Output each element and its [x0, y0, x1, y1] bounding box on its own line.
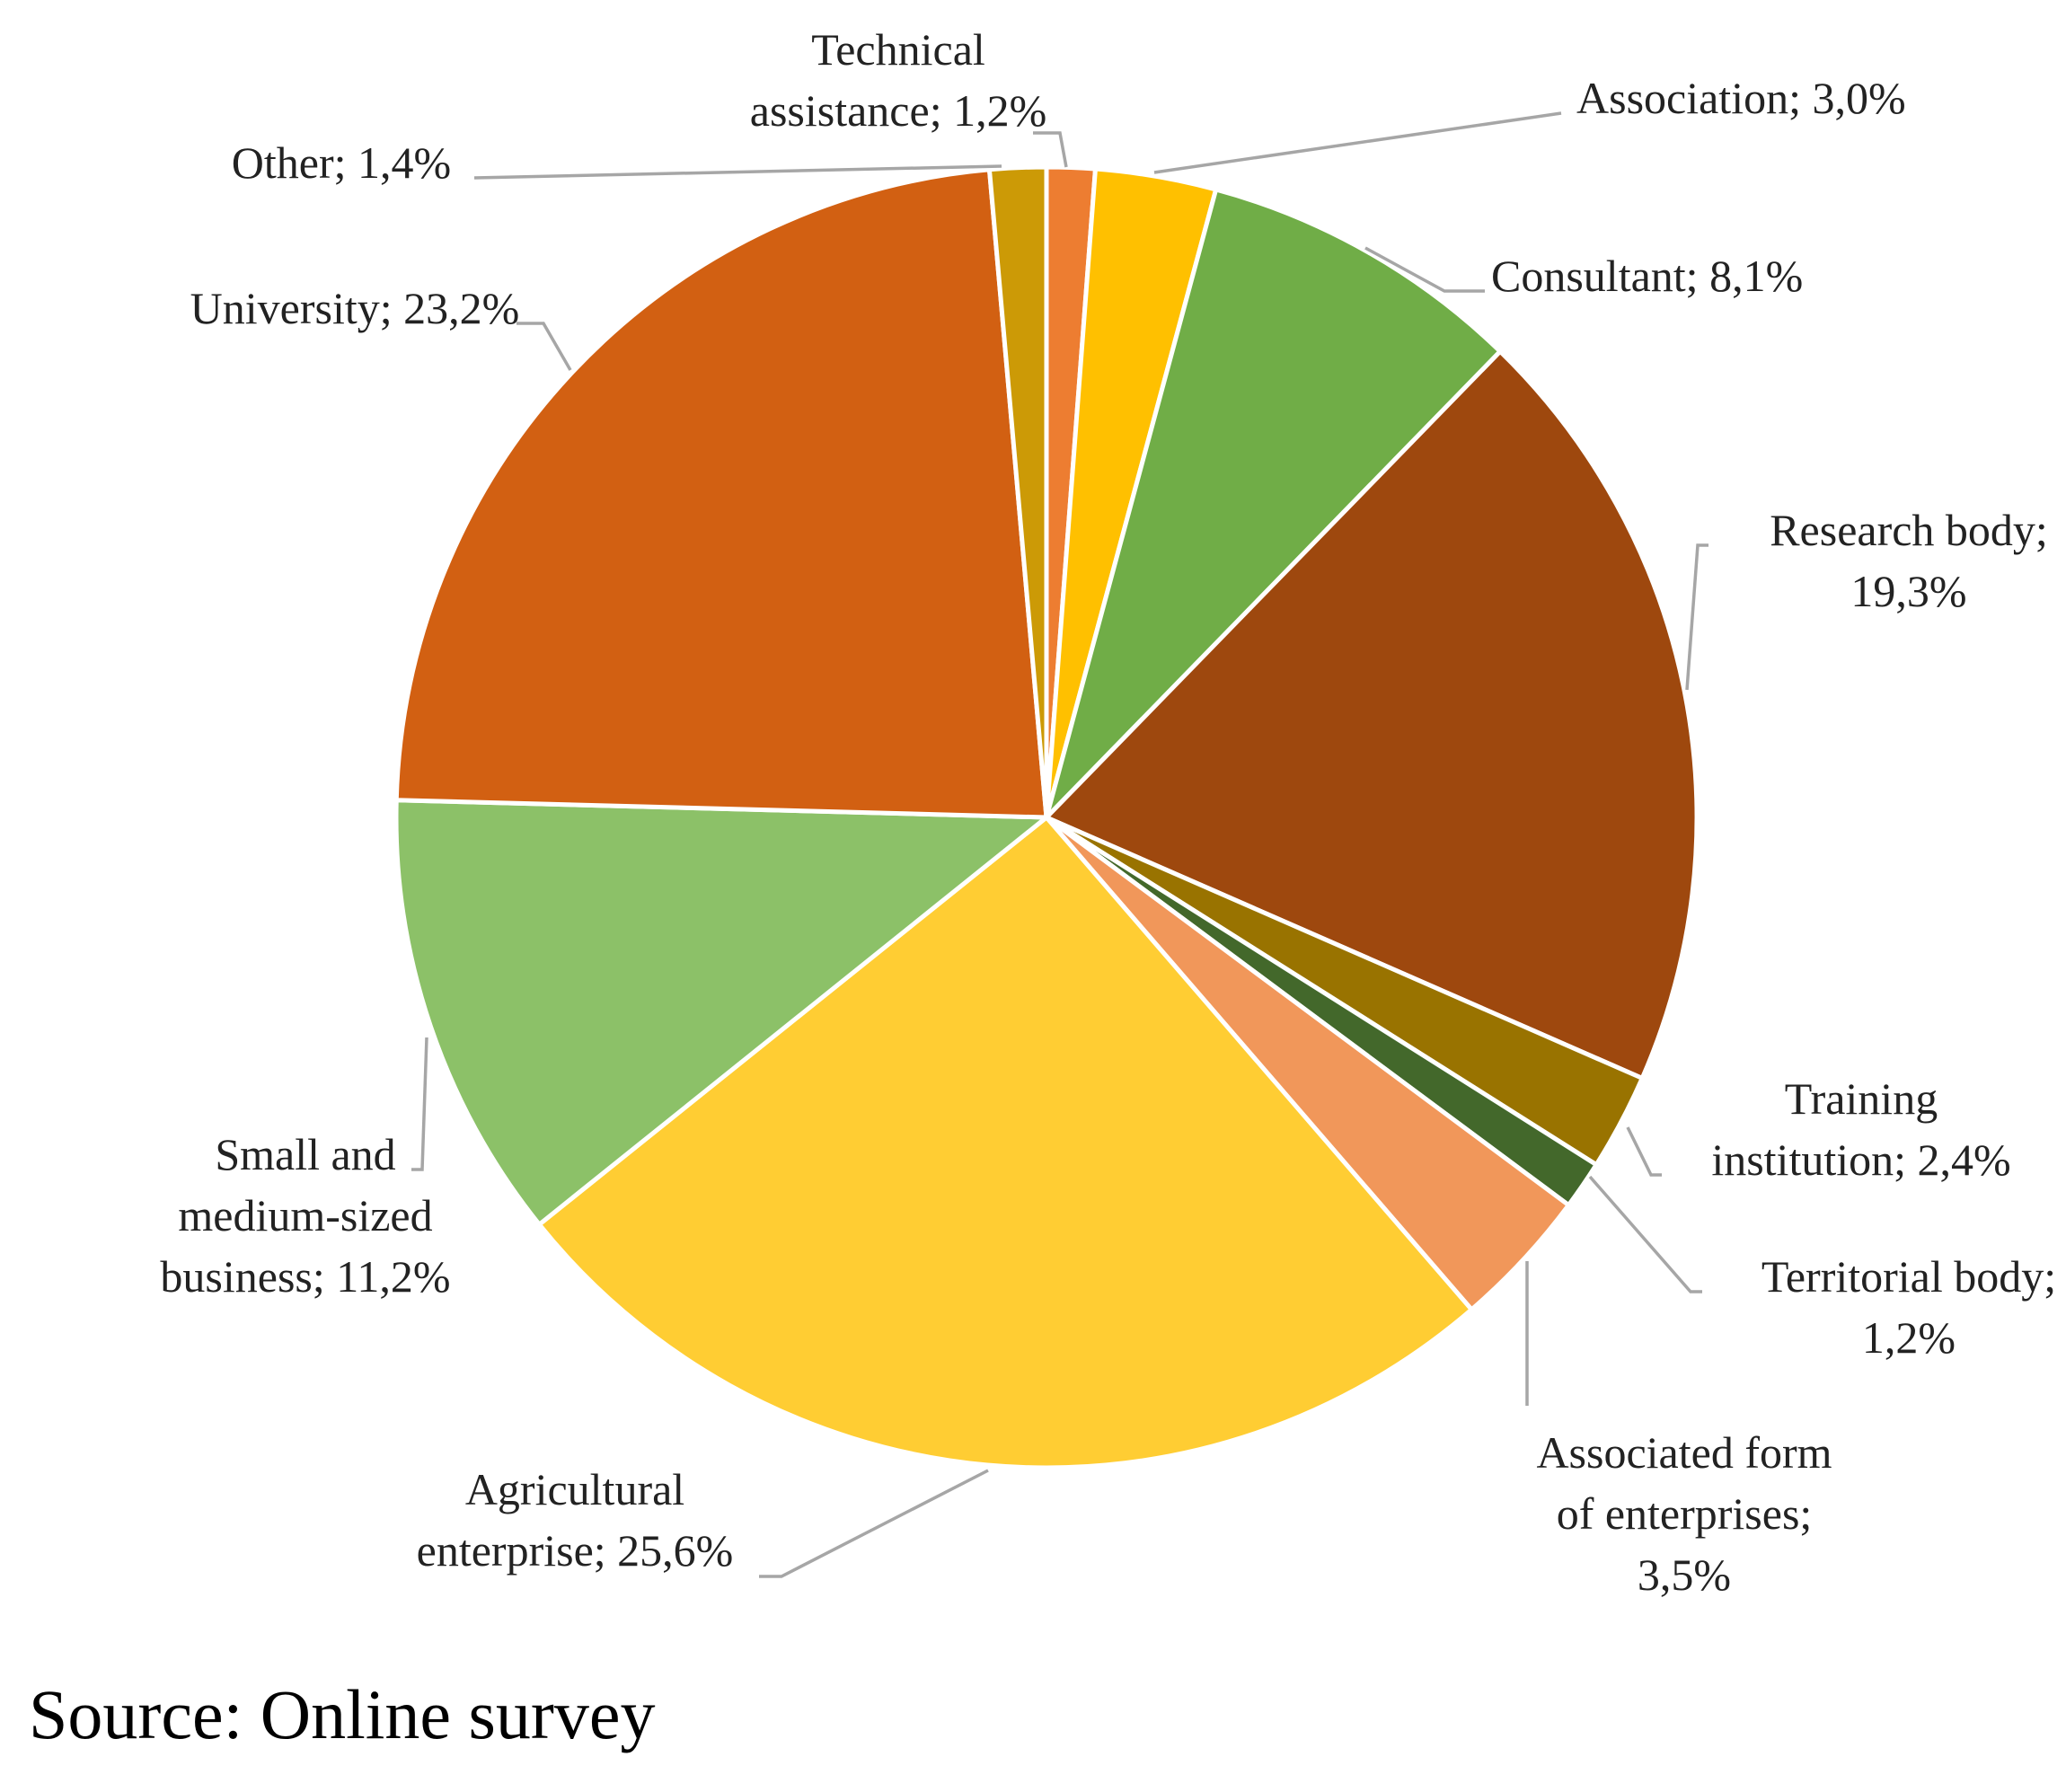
slice-label-line: Consultant; 8,1%: [1491, 251, 1803, 301]
slice-label-research-body: Research body; 19,3%: [1770, 505, 2048, 616]
leader-line-other: [473, 164, 1002, 180]
slice-label-line: medium-sized: [178, 1190, 432, 1240]
leader-line-consultant: [1364, 246, 1485, 293]
slice-label-line: Research body;: [1770, 505, 2048, 555]
slice-label-training-institution: Training institution; 2,4%: [1711, 1073, 2010, 1185]
pie-slice-university: [393, 167, 1049, 820]
slice-label-line: assistance; 1,2%: [750, 85, 1046, 136]
leader-line-small-and-medium-sized-business: [411, 1037, 428, 1171]
slice-label-line: Associated form: [1536, 1427, 1832, 1478]
slice-label-agricultural-enterprise: Agricultural enterprise; 25,6%: [417, 1464, 734, 1576]
slice-label-line: Territorial body;: [1761, 1251, 2056, 1302]
slice-label-line: 19,3%: [1850, 566, 1966, 616]
slice-labels: Technical assistance; 1,2% Association; 3,…: [160, 24, 2056, 1600]
leader-line-technical-assistance: [1033, 131, 1068, 168]
slice-label-other: Other; 1,4%: [232, 137, 451, 188]
leader-line-agricultural-enterprise: [759, 1469, 989, 1578]
leader-line-university: [516, 322, 572, 371]
slice-label-technical-assistance: Technical assistance; 1,2%: [750, 24, 1046, 136]
slice-label-line: 1,2%: [1862, 1312, 1956, 1363]
slice-label-line: 3,5%: [1638, 1549, 1731, 1600]
leader-line-training-institution: [1626, 1126, 1662, 1177]
slice-label-line: Small and: [215, 1129, 395, 1179]
pie-slice-agricultural-enterprise: [536, 815, 1474, 1470]
pie-slice-consultant: [1044, 187, 1503, 820]
slice-label-consultant: Consultant; 8,1%: [1491, 251, 1803, 301]
leader-lines: [411, 111, 1708, 1578]
slice-label-territorial-body: Territorial body; 1,2%: [1761, 1251, 2056, 1363]
slice-label-association: Association; 3,0%: [1576, 73, 1906, 123]
slice-label-line: University; 23,2%: [190, 283, 520, 333]
slice-label-line: enterprise; 25,6%: [417, 1525, 734, 1576]
slice-label-line: institution; 2,4%: [1711, 1134, 2010, 1185]
slice-label-line: Training: [1785, 1073, 1938, 1124]
slice-label-line: Technical: [811, 24, 985, 75]
leader-line-research-body: [1685, 543, 1708, 691]
pie-slices: [393, 164, 1700, 1470]
leader-line-association: [1153, 111, 1562, 174]
source-note: Source: Online survey: [29, 1675, 656, 1753]
pie-slice-research-body: [1044, 349, 1700, 1081]
slice-label-line: of enterprises;: [1557, 1488, 1813, 1539]
leader-line-territorial-body: [1588, 1175, 1702, 1293]
slice-label-small-and-medium-sized-business: Small and medium-sized business; 11,2%: [160, 1129, 450, 1302]
slice-label-line: Association; 3,0%: [1576, 73, 1906, 123]
slice-label-line: Agricultural: [465, 1464, 684, 1514]
slice-label-university: University; 23,2%: [190, 283, 520, 333]
pie-slice-other: [986, 164, 1049, 820]
slice-label-associated-form-of-enterprises: Associated form of enterprises; 3,5%: [1536, 1427, 1832, 1600]
slice-label-line: business; 11,2%: [160, 1251, 450, 1302]
pie-slice-small-and-medium-sized-business: [393, 798, 1049, 1227]
slice-label-line: Other; 1,4%: [232, 137, 451, 188]
